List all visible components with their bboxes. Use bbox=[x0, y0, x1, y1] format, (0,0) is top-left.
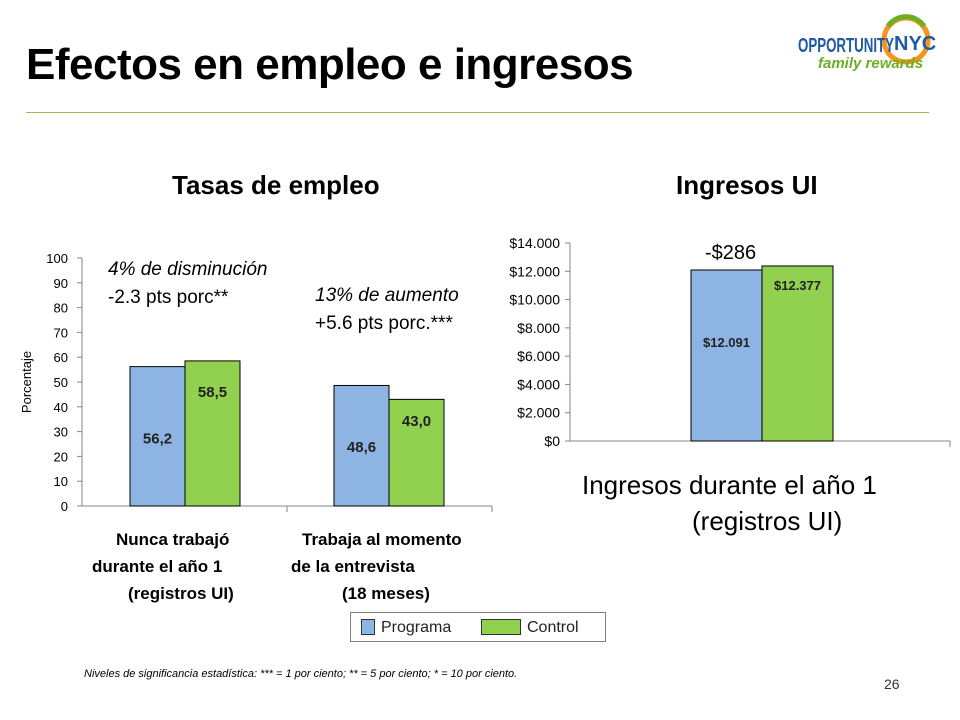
chart-title-earnings: Ingresos UI bbox=[676, 170, 818, 200]
logo-word-opportunity: OPPORTUNITY bbox=[798, 35, 894, 57]
legend-label-control: Control bbox=[527, 619, 579, 636]
y-tick-label: 50 bbox=[54, 375, 68, 390]
legend-swatch-programa bbox=[361, 619, 375, 635]
bar-value-label: $12.091 bbox=[703, 335, 750, 350]
bar-programa bbox=[690, 269, 763, 442]
y-tick-label: $0 bbox=[544, 433, 560, 449]
y-tick-label: 10 bbox=[54, 474, 68, 489]
y-tick-label: 0 bbox=[61, 499, 68, 514]
logo-ring-top bbox=[885, 14, 927, 28]
logo-word-nyc: NYC bbox=[894, 33, 936, 55]
decrease-annotation-line2: -2.3 pts porc** bbox=[108, 287, 229, 308]
category-label: Nunca trabajó bbox=[116, 530, 229, 549]
y-axis-title: Porcentaje bbox=[19, 351, 34, 413]
page-number: 26 bbox=[884, 676, 900, 692]
y-tick-label: $14.000 bbox=[509, 235, 560, 251]
earnings-xlabel-line1: Ingresos durante el año 1 bbox=[582, 470, 877, 500]
logo-tagline: family rewards bbox=[818, 55, 923, 72]
category-label: (18 meses) bbox=[342, 584, 430, 603]
y-tick-label: $12.000 bbox=[509, 263, 560, 279]
y-tick-label: 80 bbox=[54, 301, 68, 316]
y-tick-label: $10.000 bbox=[509, 292, 560, 308]
bar-value-label: 56,2 bbox=[143, 430, 172, 447]
y-tick-label: $6.000 bbox=[517, 348, 560, 364]
chart-title-employment: Tasas de empleo bbox=[172, 170, 380, 200]
bar-value-label: 58,5 bbox=[198, 384, 227, 401]
chart-legend: Programa Control bbox=[350, 612, 606, 642]
earnings-difference-annotation: -$286 bbox=[705, 242, 757, 264]
y-tick-label: $4.000 bbox=[517, 376, 560, 392]
decrease-annotation: 4% de disminución -2.3 pts porc** bbox=[108, 256, 267, 312]
opportunity-nyc-logo: OPPORTUNITY NYC family rewards bbox=[796, 14, 936, 76]
employment-chart: 0 10 20 30 40 50 60 70 80 90 100 Porcentaje 56,2 48,6… bbox=[19, 251, 493, 603]
increase-annotation: 13% de aumento +5.6 pts porc.*** bbox=[315, 282, 459, 338]
bar-programa bbox=[333, 384, 390, 507]
bar-value-label: $12.377 bbox=[774, 278, 821, 293]
earnings-xlabel-line2: (registros UI) bbox=[692, 506, 843, 536]
bar-control bbox=[184, 360, 241, 507]
earnings-chart: $0 $2.000 $4.000 $6.000 $8.000 $10.000 $12.000… bbox=[509, 235, 951, 449]
category-label: durante el año 1 bbox=[92, 557, 222, 576]
bar-control bbox=[761, 265, 834, 442]
increase-annotation-line1: 13% de aumento bbox=[315, 285, 459, 306]
category-label: (registros UI) bbox=[128, 584, 234, 603]
y-tick-label: 100 bbox=[46, 251, 68, 266]
slide-title: Efectos en empleo e ingresos bbox=[26, 40, 634, 89]
category-label: Trabaja al momento bbox=[302, 530, 462, 549]
y-tick-label: 90 bbox=[54, 276, 68, 291]
decrease-annotation-line1: 4% de disminución bbox=[108, 259, 268, 280]
title-divider bbox=[26, 112, 929, 113]
y-tick-label: 60 bbox=[54, 350, 68, 365]
y-tick-label: $2.000 bbox=[517, 405, 560, 421]
y-tick-label: 70 bbox=[54, 325, 68, 340]
y-tick-label: 40 bbox=[54, 400, 68, 415]
y-tick-label: $8.000 bbox=[517, 320, 560, 336]
bar-value-label: 48,6 bbox=[347, 439, 376, 456]
logo-graphic: OPPORTUNITY NYC family rewards bbox=[798, 14, 936, 72]
category-label: de la entrevista bbox=[291, 557, 415, 576]
increase-annotation-line2: +5.6 pts porc.*** bbox=[315, 313, 453, 334]
bar-programa bbox=[129, 366, 186, 507]
y-tick-label: 20 bbox=[54, 449, 68, 464]
bar-value-label: 43,0 bbox=[402, 413, 431, 430]
y-tick-label: 30 bbox=[54, 425, 68, 440]
significance-footnote: Niveles de significancia estadística: **… bbox=[84, 668, 518, 680]
legend-swatch-control bbox=[481, 619, 521, 635]
legend-label-programa: Programa bbox=[381, 619, 452, 636]
bar-control bbox=[388, 398, 445, 507]
